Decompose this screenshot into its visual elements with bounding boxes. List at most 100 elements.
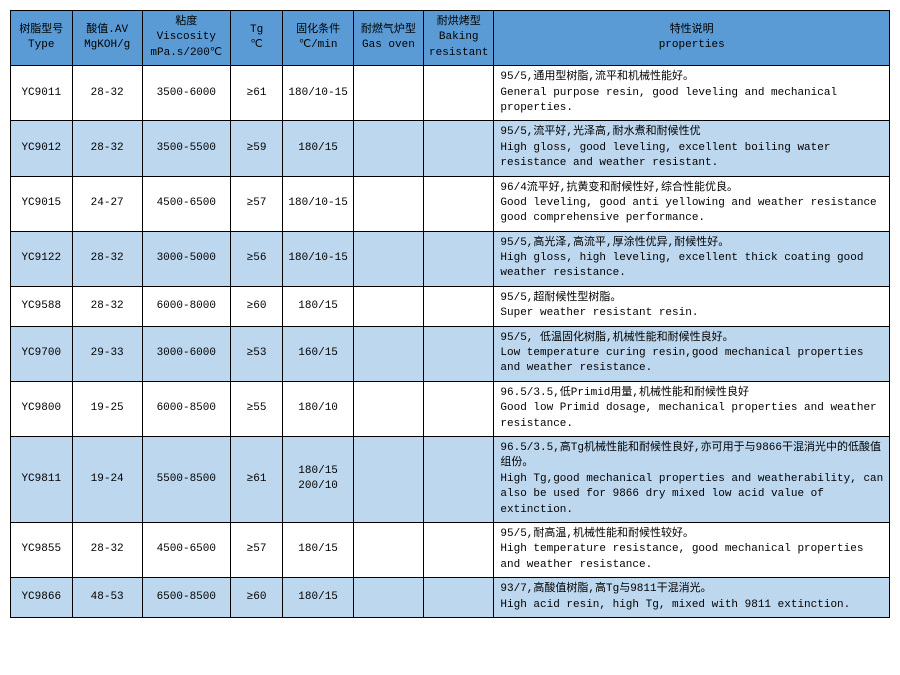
cell-cure: 180/15 (283, 578, 353, 618)
prop-cn: 93/7,高酸值树脂,高Tg与9811干混消光。 (500, 582, 885, 597)
header-en: Gas oven (358, 38, 419, 53)
cell-type: YC9588 (11, 286, 73, 326)
cell-bake (424, 231, 494, 286)
table-row: YC985528-324500-6500≥57180/1595/5,耐高温,机械… (11, 522, 890, 577)
prop-en: Good low Primid dosage, mechanical prope… (500, 401, 885, 432)
cell-cure: 180/15 (283, 121, 353, 176)
cell-bake (424, 436, 494, 522)
cell-properties: 95/5, 低温固化树脂,机械性能和耐候性良好。Low temperature … (494, 326, 890, 381)
header-en: Bakingresistant (428, 30, 489, 61)
header-cn: 粘度 (147, 15, 226, 30)
cell-bake (424, 381, 494, 436)
header-en: properties (498, 38, 885, 53)
cell-av: 48-53 (72, 578, 142, 618)
table-row: YC912228-323000-5000≥56180/10-15 95/5,高光泽… (11, 231, 890, 286)
cell-av: 19-24 (72, 436, 142, 522)
cell-type: YC9700 (11, 326, 73, 381)
cell-cure: 160/15 (283, 326, 353, 381)
cell-visc: 6000-8000 (142, 286, 230, 326)
col-header-0: 树脂型号Type (11, 11, 73, 66)
cell-bake (424, 522, 494, 577)
cell-av: 28-32 (72, 121, 142, 176)
prop-en: Low temperature curing resin,good mechan… (500, 346, 885, 377)
cell-properties: 95/5,高光泽,高流平,厚涂性优异,耐候性好。High gloss, high… (494, 231, 890, 286)
prop-cn: 96/4流平好,抗黄变和耐候性好,综合性能优良。 (500, 181, 885, 196)
table-row: YC970029-333000-6000≥53160/1595/5, 低温固化树… (11, 326, 890, 381)
header-cn: 耐烘烤型 (428, 15, 489, 30)
table-row: YC958828-326000-8000≥60180/1595/5,超耐候性型树… (11, 286, 890, 326)
prop-cn: 95/5,高光泽,高流平,厚涂性优异,耐候性好。 (500, 236, 885, 251)
cell-cure: 180/10-15 (283, 231, 353, 286)
cell-visc: 3500-5500 (142, 121, 230, 176)
table-row: YC981119-245500-8500≥61180/15200/1096.5/… (11, 436, 890, 522)
header-en: ViscositymPa.s/200℃ (147, 30, 226, 61)
col-header-7: 特性说明properties (494, 11, 890, 66)
col-header-1: 酸值.AVMgKOH/g (72, 11, 142, 66)
prop-en: Super weather resistant resin. (500, 306, 885, 321)
cell-cure: 180/15 (283, 522, 353, 577)
prop-cn: 95/5,通用型树脂,流平和机械性能好。 (500, 70, 885, 85)
cell-gas (353, 66, 423, 121)
prop-cn: 95/5,超耐候性型树脂。 (500, 291, 885, 306)
col-header-5: 耐燃气炉型Gas oven (353, 11, 423, 66)
cell-tg: ≥60 (230, 578, 283, 618)
cell-visc: 5500-8500 (142, 436, 230, 522)
cell-tg: ≥53 (230, 326, 283, 381)
cell-properties: 96.5/3.5,低Primid用量,机械性能和耐候性良好Good low Pr… (494, 381, 890, 436)
prop-cn: 95/5,流平好,光泽高,耐水煮和耐候性优 (500, 125, 885, 140)
cell-properties: 96.5/3.5,高Tg机械性能和耐候性良好,亦可用于与9866干混消光中的低酸… (494, 436, 890, 522)
cell-properties: 95/5,耐高温,机械性能和耐候性较好。High temperature res… (494, 522, 890, 577)
cell-tg: ≥56 (230, 231, 283, 286)
cell-type: YC9800 (11, 381, 73, 436)
cell-bake (424, 286, 494, 326)
col-header-2: 粘度ViscositymPa.s/200℃ (142, 11, 230, 66)
cell-visc: 4500-6500 (142, 176, 230, 231)
cell-type: YC9015 (11, 176, 73, 231)
cell-tg: ≥59 (230, 121, 283, 176)
cell-gas (353, 436, 423, 522)
col-header-3: Tg℃ (230, 11, 283, 66)
header-cn: 树脂型号 (15, 23, 68, 38)
cell-tg: ≥57 (230, 522, 283, 577)
cell-av: 28-32 (72, 522, 142, 577)
cell-type: YC9122 (11, 231, 73, 286)
cell-bake (424, 121, 494, 176)
cell-properties: 95/5,流平好,光泽高,耐水煮和耐候性优High gloss, good le… (494, 121, 890, 176)
cell-cure: 180/10 (283, 381, 353, 436)
header-cn: 特性说明 (498, 23, 885, 38)
cell-cure: 180/10-15 (283, 176, 353, 231)
cell-properties: 96/4流平好,抗黄变和耐候性好,综合性能优良。Good leveling, g… (494, 176, 890, 231)
cell-tg: ≥61 (230, 436, 283, 522)
cell-visc: 4500-6500 (142, 522, 230, 577)
prop-cn: 95/5, 低温固化树脂,机械性能和耐候性良好。 (500, 331, 885, 346)
header-en: Type (15, 38, 68, 53)
cell-av: 19-25 (72, 381, 142, 436)
cell-bake (424, 176, 494, 231)
cell-visc: 3000-5000 (142, 231, 230, 286)
cell-av: 24-27 (72, 176, 142, 231)
header-en: MgKOH/g (77, 38, 138, 53)
cell-av: 28-32 (72, 231, 142, 286)
cell-properties: 95/5,通用型树脂,流平和机械性能好。General purpose resi… (494, 66, 890, 121)
cell-properties: 95/5,超耐候性型树脂。Super weather resistant res… (494, 286, 890, 326)
header-en: ℃/min (287, 38, 348, 53)
prop-en: High gloss, good leveling, excellent boi… (500, 141, 885, 172)
cell-gas (353, 231, 423, 286)
table-row: YC986648-536500-8500≥60180/1593/7,高酸值树脂,… (11, 578, 890, 618)
prop-cn: 96.5/3.5,高Tg机械性能和耐候性良好,亦可用于与9866干混消光中的低酸… (500, 441, 885, 472)
prop-en: High temperature resistance, good mechan… (500, 542, 885, 573)
cell-tg: ≥55 (230, 381, 283, 436)
cell-cure: 180/15 (283, 286, 353, 326)
header-cn: Tg (235, 23, 279, 38)
cell-gas (353, 578, 423, 618)
resin-spec-table: 树脂型号Type酸值.AVMgKOH/g粘度ViscositymPa.s/200… (10, 10, 890, 618)
cell-bake (424, 66, 494, 121)
cell-gas (353, 176, 423, 231)
cell-gas (353, 286, 423, 326)
cell-gas (353, 522, 423, 577)
cell-type: YC9811 (11, 436, 73, 522)
cell-bake (424, 326, 494, 381)
col-header-4: 固化条件℃/min (283, 11, 353, 66)
prop-en: High gloss, high leveling, excellent thi… (500, 251, 885, 282)
cell-bake (424, 578, 494, 618)
